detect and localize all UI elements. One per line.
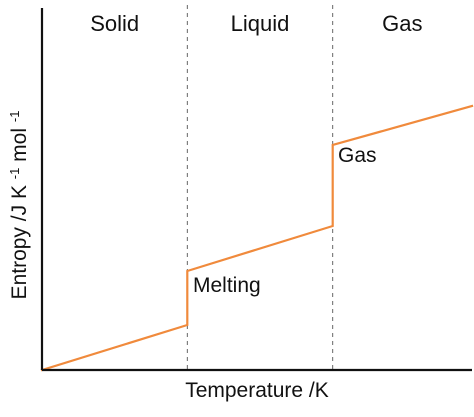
- y-axis-label-base: Entropy /J K: [8, 185, 31, 299]
- entropy-curve: [40, 104, 474, 372]
- gas-annotation: Gas: [338, 144, 377, 167]
- y-axis-label-tail: mol: [8, 128, 31, 162]
- phase-label-gas: Gas: [382, 11, 422, 36]
- phase-label-solid: Solid: [90, 11, 139, 36]
- phase-label-liquid: Liquid: [231, 11, 290, 36]
- x-axis-label: Temperature /K: [185, 379, 329, 402]
- y-axis-label-superscript-1: -1: [7, 168, 22, 180]
- phase-dividers: [186, 5, 334, 370]
- y-axis-label-superscript-2: -1: [7, 111, 22, 123]
- y-axis-label: Entropy /J K -1 mol -1: [1, 111, 31, 300]
- melting-annotation: Melting: [193, 274, 261, 297]
